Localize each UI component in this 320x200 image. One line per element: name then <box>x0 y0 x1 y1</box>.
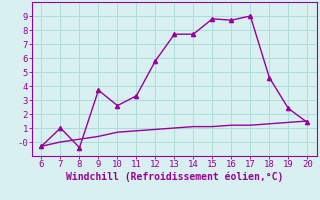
X-axis label: Windchill (Refroidissement éolien,°C): Windchill (Refroidissement éolien,°C) <box>66 172 283 182</box>
